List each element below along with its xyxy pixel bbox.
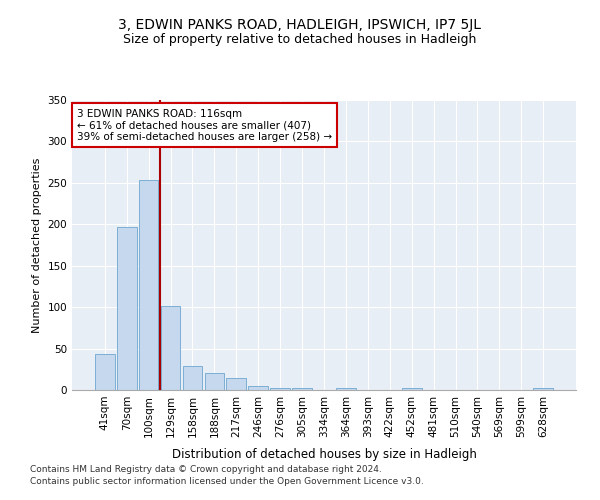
Bar xyxy=(117,227,137,390)
Text: Contains public sector information licensed under the Open Government Licence v3: Contains public sector information licen… xyxy=(30,477,424,486)
Bar xyxy=(226,378,246,390)
Text: Size of property relative to detached houses in Hadleigh: Size of property relative to detached ho… xyxy=(124,32,476,46)
Text: 3 EDWIN PANKS ROAD: 116sqm
← 61% of detached houses are smaller (407)
39% of sem: 3 EDWIN PANKS ROAD: 116sqm ← 61% of deta… xyxy=(77,108,332,142)
Bar xyxy=(402,388,422,390)
Bar xyxy=(248,386,268,390)
Bar xyxy=(292,388,312,390)
Bar xyxy=(161,306,181,390)
Bar xyxy=(139,180,158,390)
Bar xyxy=(533,388,553,390)
Bar xyxy=(270,388,290,390)
Text: Contains HM Land Registry data © Crown copyright and database right 2024.: Contains HM Land Registry data © Crown c… xyxy=(30,466,382,474)
Bar xyxy=(336,388,356,390)
Bar xyxy=(205,374,224,390)
Bar xyxy=(182,366,202,390)
Y-axis label: Number of detached properties: Number of detached properties xyxy=(32,158,42,332)
Bar xyxy=(95,354,115,390)
Text: 3, EDWIN PANKS ROAD, HADLEIGH, IPSWICH, IP7 5JL: 3, EDWIN PANKS ROAD, HADLEIGH, IPSWICH, … xyxy=(119,18,482,32)
X-axis label: Distribution of detached houses by size in Hadleigh: Distribution of detached houses by size … xyxy=(172,448,476,461)
